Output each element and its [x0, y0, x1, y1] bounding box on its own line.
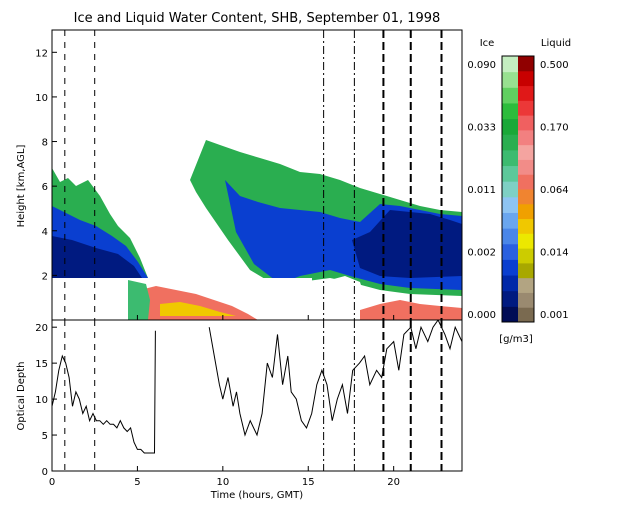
bottom-y-ticks: 0 5 10 15 20 [35, 323, 57, 478]
colorbar-liquid-swatch [518, 144, 534, 160]
colorbar-ice-tick: 0.000 [467, 310, 496, 321]
colorbar-liquid-swatch [518, 233, 534, 249]
top-y-tick-label: 6 [42, 182, 48, 193]
x-tick-label: 5 [134, 477, 140, 488]
colorbar-liquid-swatch [518, 277, 534, 293]
top-y-ticks: 2 4 6 8 10 12 [35, 48, 57, 282]
x-tick-label: 10 [216, 477, 229, 488]
colorbar-ice-swatch [502, 259, 518, 276]
colorbar-liquid-swatch [518, 307, 534, 323]
colorbar-liquid-swatch [518, 218, 534, 234]
colorbar-ice-swatch [502, 149, 518, 167]
colorbar-ice-swatch [502, 165, 518, 182]
optical-depth-series [52, 320, 462, 454]
colorbar-liquid-swatch [518, 262, 534, 279]
colorbar-ice-tick: 0.033 [467, 123, 496, 134]
ice-core-left [52, 236, 142, 278]
top-y-tick-label: 10 [35, 93, 48, 104]
cloud-regions [52, 140, 462, 320]
colorbar-ice-swatch [502, 243, 518, 260]
colorbar-liquid-tick: 0.014 [540, 248, 569, 259]
colorbar-ice-tick: 0.090 [467, 60, 496, 71]
colorbar-ice-swatch [502, 290, 518, 307]
data-gap [262, 278, 312, 320]
colorbar-ice-swatch [502, 56, 518, 73]
x-tick-label: 20 [387, 477, 400, 488]
colorbar-ice-swatch [502, 102, 518, 120]
colorbar-ice-swatch [502, 228, 518, 245]
colorbar-ticks: 0.090 0.500 0.033 0.170 0.011 0.064 0.002 0.014… [467, 60, 568, 321]
x-ticks: 0 5 10 15 20 [49, 315, 400, 488]
bottom-plot-area [52, 320, 462, 471]
bottom-vlines [64, 320, 443, 471]
colorbar-liquid-swatch [518, 174, 534, 190]
colorbar-ice-swatch [502, 118, 518, 135]
colorbar-ice-swatch [502, 306, 518, 323]
colorbar: Ice Liquid 0.090 0.500 0.033 0.170 0.011 0.06… [467, 38, 571, 345]
colorbar-liquid-swatch [518, 85, 534, 101]
colorbar-ice-tick: 0.002 [467, 248, 496, 259]
colorbar-liquid-swatch [518, 100, 534, 116]
colorbar-liquid-swatch [518, 292, 534, 308]
bottom-y-tick-label: 10 [35, 395, 48, 406]
optical-depth-line-1 [52, 330, 156, 454]
colorbar-liquid-swatch [518, 70, 534, 87]
optical-depth-panel: 0 5 10 15 20 0 5 10 15 20 Optical Depth Time (ho… [16, 315, 463, 501]
water-content-panel: 2 4 6 8 10 12 Height [km,AGL] [16, 29, 463, 321]
colorbar-ice-tick: 0.011 [467, 185, 496, 196]
colorbar-ice-swatch [502, 134, 518, 151]
colorbar-ice-swatch [502, 196, 518, 213]
bottom-y-label: Optical Depth [16, 362, 27, 431]
colorbar-liquid-swatches [518, 56, 534, 323]
colorbar-liquid-label: Liquid [541, 38, 571, 49]
colorbar-ice-swatch [502, 212, 518, 229]
chart-title: Ice and Liquid Water Content, SHB, Septe… [74, 11, 441, 26]
optical-depth-line-2 [208, 320, 462, 437]
colorbar-liquid-swatch [518, 115, 534, 131]
colorbar-ice-swatch [502, 71, 518, 88]
clear-pocket [330, 276, 365, 302]
colorbar-liquid-tick: 0.001 [540, 310, 569, 321]
top-y-label: Height [km,AGL] [16, 145, 27, 228]
colorbar-liquid-swatch [518, 203, 534, 220]
colorbar-ice-swatch [502, 87, 518, 104]
colorbar-liquid-tick: 0.500 [540, 60, 569, 71]
liquid-core-low [160, 302, 236, 316]
colorbar-ice-swatch [502, 275, 518, 292]
colorbar-frame [501, 55, 535, 323]
x-tick-label: 0 [49, 477, 55, 488]
x-tick-label: 15 [302, 477, 315, 488]
bottom-plot-frame [51, 319, 463, 472]
colorbar-ice-label: Ice [480, 38, 495, 49]
colorbar-units: [g/m3] [499, 334, 533, 345]
ice-core-right [352, 210, 462, 278]
top-y-tick-label: 4 [42, 227, 48, 238]
top-y-tick-label: 12 [35, 48, 48, 59]
bottom-y-tick-label: 20 [35, 323, 48, 334]
top-vlines [64, 30, 443, 320]
colorbar-ice-swatch [502, 181, 518, 198]
colorbar-liquid-swatch [518, 159, 534, 175]
bottom-y-tick-label: 0 [42, 467, 48, 478]
colorbar-liquid-swatch [518, 189, 534, 205]
top-y-tick-label: 8 [42, 138, 48, 149]
bottom-y-tick-label: 15 [35, 359, 48, 370]
bottom-y-tick-label: 5 [42, 431, 48, 442]
x-axis-label: Time (hours, GMT) [210, 490, 304, 501]
top-y-tick-label: 2 [42, 271, 48, 282]
colorbar-liquid-tick: 0.170 [540, 123, 569, 134]
colorbar-liquid-tick: 0.064 [540, 185, 569, 196]
ice-low-fill [128, 280, 150, 320]
colorbar-liquid-swatch [518, 129, 534, 146]
colorbar-ice-swatches [502, 56, 518, 323]
colorbar-liquid-swatch [518, 248, 534, 264]
colorbar-liquid-swatch [518, 56, 534, 72]
